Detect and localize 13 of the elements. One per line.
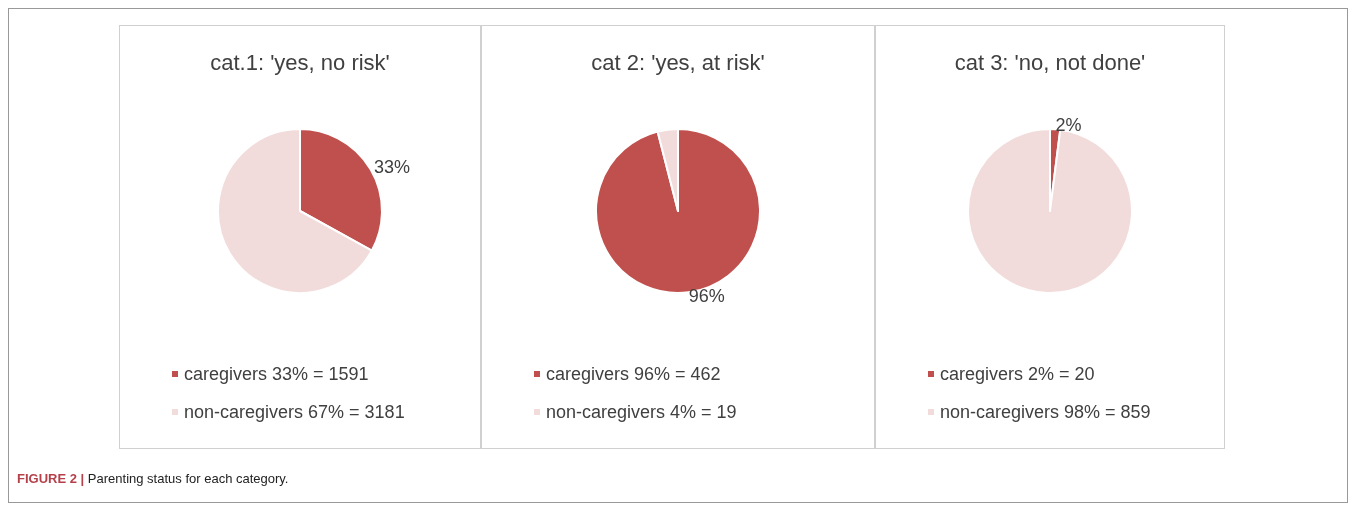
legend-label: caregivers 33% = 1591 xyxy=(184,364,369,384)
data-label: 33% xyxy=(374,157,411,178)
chart-title: cat 3: 'no, not done' xyxy=(954,49,1146,75)
chart-title: cat 2: 'yes, at risk' xyxy=(591,49,765,75)
data-label: 96% xyxy=(688,286,725,307)
legend-label: caregivers 2% = 20 xyxy=(940,364,1095,384)
legend-label: non-caregivers 98% = 859 xyxy=(940,402,1151,422)
chart-title: cat.1: 'yes, no risk' xyxy=(210,49,390,75)
legend-label: non-caregivers 4% = 19 xyxy=(546,402,737,422)
legend-label: caregivers 96% = 462 xyxy=(546,364,721,384)
legend-label: non-caregivers 67% = 3181 xyxy=(184,402,405,422)
data-label: 2% xyxy=(1055,115,1082,136)
caption: FIGURE 2 | Parenting status for each category. xyxy=(17,471,289,486)
